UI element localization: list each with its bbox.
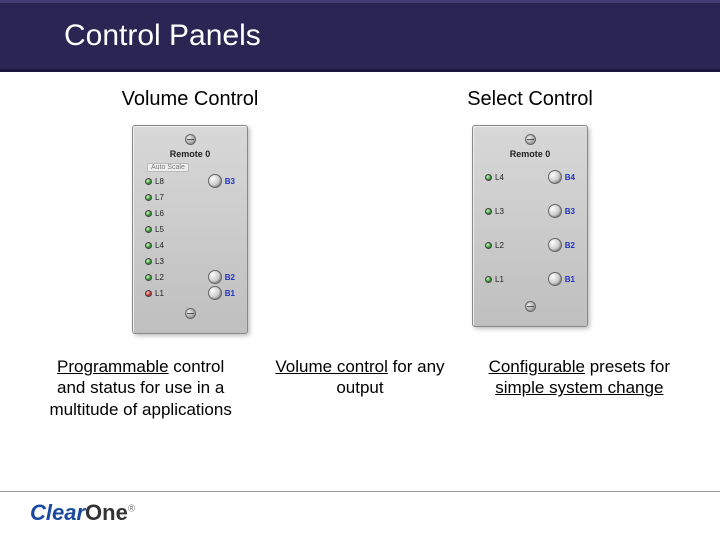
volume-panel-title: Volume Control (122, 88, 259, 111)
screw-icon (185, 134, 196, 145)
led-icon (145, 178, 152, 185)
led-icon (485, 174, 492, 181)
led-label: L1 (495, 275, 504, 284)
screw-icon (525, 301, 536, 312)
led-icon (485, 276, 492, 283)
led-icon (145, 194, 152, 201)
select-remote-label: Remote 0 (510, 149, 551, 159)
button-label: B2 (565, 241, 575, 250)
led-label: L4 (495, 173, 504, 182)
button-label: B4 (565, 173, 575, 182)
led-icon (485, 208, 492, 215)
caption-2-underline: Volume control (275, 357, 387, 376)
led-label: L6 (155, 209, 164, 218)
button-label: B3 (565, 207, 575, 216)
led-icon (145, 242, 152, 249)
button-b4[interactable] (548, 170, 562, 184)
caption-1: Programmable control and status for use … (41, 356, 241, 420)
led-icon (145, 290, 152, 297)
button-b3[interactable] (208, 174, 222, 188)
button-b2[interactable] (208, 270, 222, 284)
led-label: L7 (155, 193, 164, 202)
button-label: B2 (225, 273, 235, 282)
led-icon (485, 242, 492, 249)
caption-1-underline: Programmable (57, 357, 169, 376)
page-title: Control Panels (64, 19, 261, 53)
select-panel-column: Select Control Remote 0 L4 B4 L3 B3 L2 B… (430, 88, 630, 334)
led-label: L1 (155, 289, 164, 298)
led-icon (145, 226, 152, 233)
caption-3-mid: presets for (585, 357, 670, 376)
caption-3: Configurable presets for simple system c… (479, 356, 679, 420)
logo: ClearOne® (30, 500, 135, 525)
led-label: L3 (155, 257, 164, 266)
button-label: B1 (565, 275, 575, 284)
led-label: L8 (155, 177, 164, 186)
caption-3-underline-2: simple system change (495, 378, 663, 397)
screw-icon (185, 308, 196, 319)
led-icon (145, 258, 152, 265)
logo-registered-icon: ® (128, 504, 135, 515)
button-b2[interactable] (548, 238, 562, 252)
caption-3-underline-1: Configurable (489, 357, 585, 376)
logo-main: Clear (30, 500, 85, 525)
select-panel-title: Select Control (467, 88, 593, 111)
volume-rows: L8 B3 L7 L6 L5 L4 L3 L2 B2 L1 B1 (141, 174, 239, 300)
header-bar: Control Panels (0, 0, 720, 72)
volume-remote-label: Remote 0 (170, 149, 211, 159)
select-rows: L4 B4 L3 B3 L2 B2 L1 B1 (481, 163, 579, 293)
content-area: Volume Control Remote 0 Auto Scale L8 B3… (0, 72, 720, 420)
panel-row: Volume Control Remote 0 Auto Scale L8 B3… (90, 88, 630, 334)
led-icon (145, 274, 152, 281)
screw-icon (525, 134, 536, 145)
caption-2: Volume control for any output (260, 356, 460, 420)
volume-panel-column: Volume Control Remote 0 Auto Scale L8 B3… (90, 88, 290, 334)
button-b1[interactable] (548, 272, 562, 286)
button-label: B1 (225, 289, 235, 298)
button-label: B3 (225, 177, 235, 186)
led-icon (145, 210, 152, 217)
footer: ClearOne® (0, 491, 720, 526)
led-label: L3 (495, 207, 504, 216)
led-label: L2 (495, 241, 504, 250)
led-label: L4 (155, 241, 164, 250)
captions-row: Programmable control and status for use … (40, 356, 680, 420)
volume-control-device: Remote 0 Auto Scale L8 B3 L7 L6 L5 L4 L3… (132, 125, 248, 334)
led-label: L2 (155, 273, 164, 282)
select-control-device: Remote 0 L4 B4 L3 B3 L2 B2 L1 B1 (472, 125, 588, 327)
button-b1[interactable] (208, 286, 222, 300)
logo-tail: One (85, 500, 128, 525)
auto-scale-badge: Auto Scale (147, 163, 189, 172)
button-b3[interactable] (548, 204, 562, 218)
led-label: L5 (155, 225, 164, 234)
